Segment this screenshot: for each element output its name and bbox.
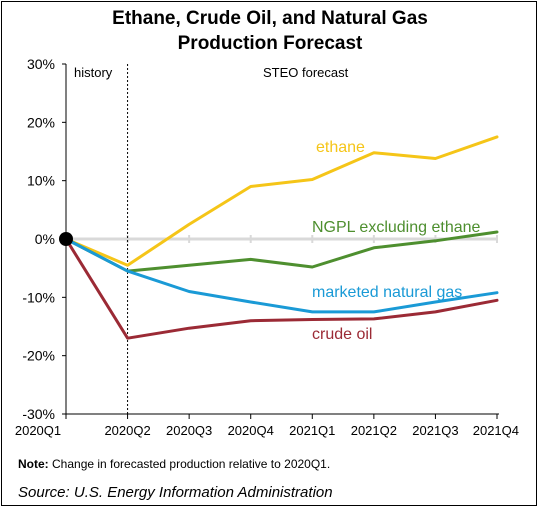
- note-label: Note:: [18, 457, 49, 471]
- series-label-3: crude oil: [312, 326, 372, 343]
- series-labels: ethane NGPL excluding ethane marketed natu…: [312, 139, 481, 343]
- x-tick-label: 2020Q1: [15, 423, 61, 438]
- y-tick-label: 20%: [27, 114, 55, 130]
- axes: 30% 20% 10% 0% -10% -20% -30%2020Q1 2020Q2 2020Q…: [15, 56, 519, 438]
- forecast-divider-group: history STEO forecast: [74, 64, 349, 414]
- y-tick-label: -10%: [22, 289, 55, 305]
- series-line-2: [64, 237, 499, 314]
- x-tick-label: 2021Q4: [473, 423, 519, 438]
- x-tick-label: 2020Q2: [104, 423, 150, 438]
- y-tick-label: 10%: [27, 173, 55, 189]
- x-tick-label: 2020Q4: [228, 423, 274, 438]
- series-line-3: [64, 237, 499, 340]
- chart-title-line2: Production Forecast: [177, 33, 363, 54]
- note-text: Change in forecasted production relative…: [48, 457, 331, 471]
- chart-note: Note: Change in forecasted production re…: [18, 457, 330, 471]
- chart-title: Ethane, Crude Oil, and Natural Gas Produ…: [0, 6, 540, 56]
- chart-source: Source: U.S. Energy Information Administ…: [18, 484, 333, 501]
- y-tick-label: -20%: [22, 348, 55, 364]
- chart-title-line1: Ethane, Crude Oil, and Natural Gas: [112, 8, 428, 29]
- x-tick-label: 2021Q2: [351, 423, 397, 438]
- zero-line-group: [65, 235, 498, 243]
- y-tick-label: 0%: [35, 231, 55, 247]
- y-tick-label: -30%: [22, 406, 55, 422]
- series-line-1: [64, 230, 499, 273]
- x-tick-label: 2021Q1: [289, 423, 335, 438]
- history-label: history: [74, 65, 113, 80]
- x-tick-label: 2020Q3: [166, 423, 212, 438]
- series-label-2: marketed natural gas: [312, 284, 462, 301]
- series-lines: [59, 135, 499, 340]
- series-line-0: [64, 135, 499, 267]
- forecast-label: STEO forecast: [263, 65, 349, 80]
- y-tick-label: 30%: [27, 56, 55, 72]
- series-label-0: ethane: [316, 139, 365, 156]
- x-tick-label: 2021Q3: [412, 423, 458, 438]
- series-label-1: NGPL excluding ethane: [312, 219, 481, 236]
